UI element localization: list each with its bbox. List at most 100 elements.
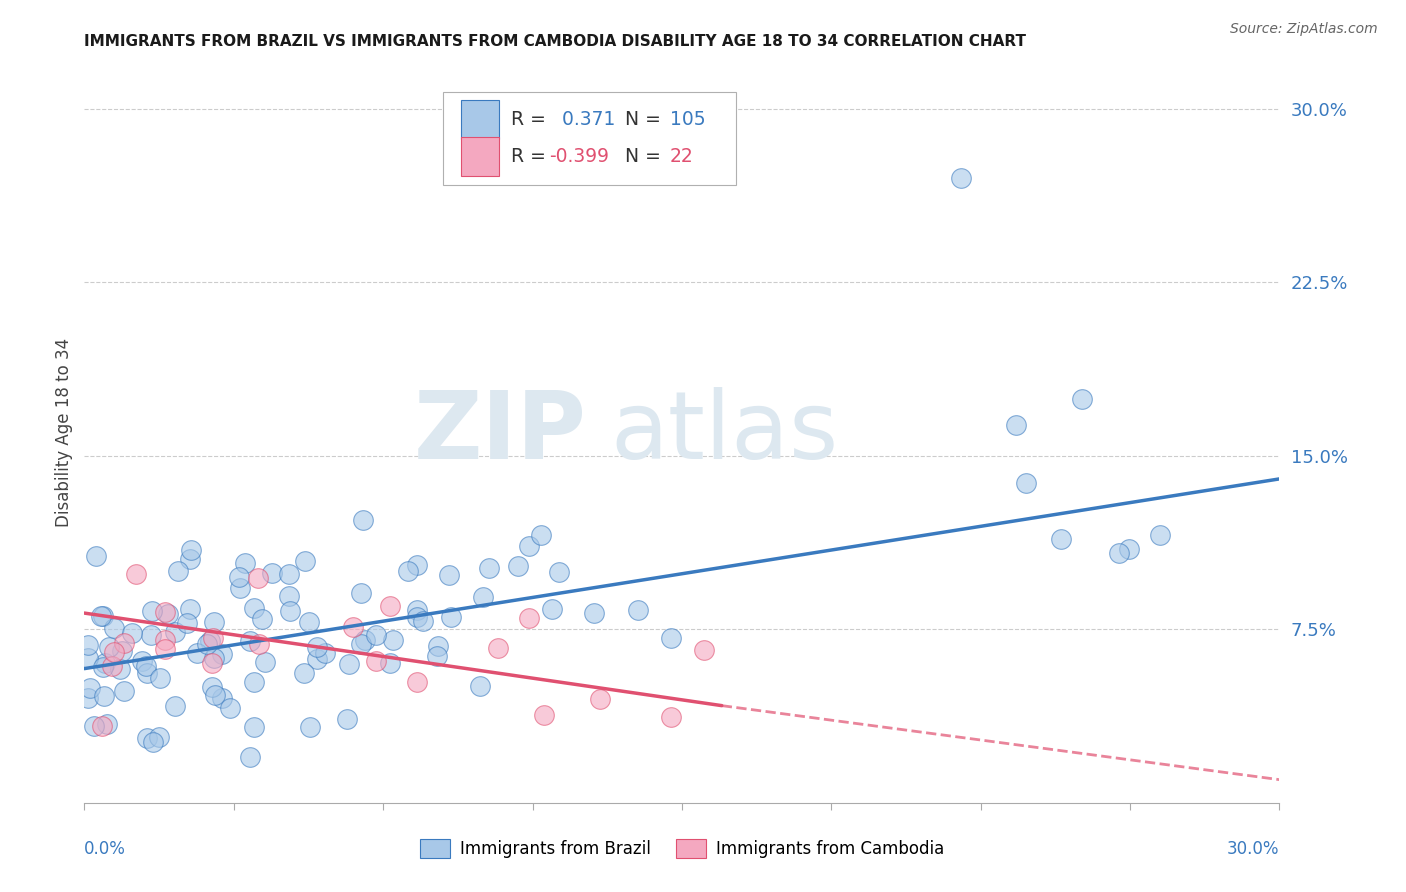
Point xyxy=(1108,546,1130,560)
Y-axis label: Disability Age 18 to 34: Disability Age 18 to 34 xyxy=(55,338,73,527)
Point xyxy=(540,602,562,616)
Point xyxy=(239,750,262,764)
Point xyxy=(477,561,499,575)
Point xyxy=(486,640,509,655)
Point xyxy=(412,614,434,628)
Text: N =: N = xyxy=(624,147,666,166)
Point xyxy=(588,691,610,706)
Point xyxy=(219,701,242,715)
FancyBboxPatch shape xyxy=(461,100,499,138)
Point xyxy=(380,599,402,613)
Point xyxy=(148,730,170,744)
Point xyxy=(135,659,157,673)
Point xyxy=(229,582,252,596)
Point xyxy=(659,710,682,724)
Point xyxy=(533,708,555,723)
Text: 0.0%: 0.0% xyxy=(84,840,127,858)
Point xyxy=(426,648,449,663)
Point xyxy=(366,654,388,668)
Point xyxy=(247,571,270,585)
Point xyxy=(949,171,972,186)
Point xyxy=(153,633,176,648)
Point xyxy=(77,638,100,652)
Point xyxy=(131,654,153,668)
Point xyxy=(1149,527,1171,541)
Point xyxy=(211,647,233,661)
Point xyxy=(299,720,322,734)
Point xyxy=(396,565,419,579)
Point xyxy=(366,628,388,642)
Point xyxy=(108,662,131,676)
Point xyxy=(406,603,429,617)
Point xyxy=(294,554,316,568)
Point xyxy=(519,611,541,625)
Point xyxy=(583,606,606,620)
Point xyxy=(406,675,429,690)
Point xyxy=(381,633,404,648)
Text: R =: R = xyxy=(510,147,553,166)
Point xyxy=(336,712,359,726)
Point xyxy=(1004,417,1026,432)
Point xyxy=(352,513,374,527)
Point xyxy=(153,605,176,619)
Point xyxy=(202,651,225,665)
Point xyxy=(91,608,114,623)
Point xyxy=(350,586,373,600)
Point xyxy=(90,608,112,623)
Point xyxy=(204,689,226,703)
Point xyxy=(179,552,201,566)
Point xyxy=(278,589,301,603)
Point xyxy=(163,699,186,714)
Point xyxy=(440,610,463,624)
Point xyxy=(693,643,716,657)
Text: 105: 105 xyxy=(671,110,706,129)
Point xyxy=(77,651,100,665)
Point xyxy=(111,644,134,658)
Point xyxy=(103,645,125,659)
Point xyxy=(253,655,276,669)
Point xyxy=(250,612,273,626)
Text: Source: ZipAtlas.com: Source: ZipAtlas.com xyxy=(1230,22,1378,37)
Point xyxy=(96,717,118,731)
FancyBboxPatch shape xyxy=(443,92,735,185)
Point xyxy=(247,637,270,651)
Point xyxy=(228,570,250,584)
Point xyxy=(298,615,321,630)
Point xyxy=(627,603,650,617)
Point xyxy=(149,671,172,685)
Point xyxy=(197,637,219,651)
Point xyxy=(1071,392,1094,406)
Point xyxy=(136,665,159,680)
Point xyxy=(84,549,107,564)
Text: 30.0%: 30.0% xyxy=(1227,840,1279,858)
Text: R =: R = xyxy=(510,110,553,129)
Point xyxy=(103,621,125,635)
Text: N =: N = xyxy=(624,110,666,129)
Point xyxy=(180,543,202,558)
Point xyxy=(1118,542,1140,557)
Text: ZIP: ZIP xyxy=(413,386,586,479)
Point xyxy=(141,604,163,618)
Legend: Immigrants from Brazil, Immigrants from Cambodia: Immigrants from Brazil, Immigrants from … xyxy=(413,832,950,865)
Point xyxy=(468,679,491,693)
Point xyxy=(307,652,329,666)
Point xyxy=(548,565,571,579)
Point xyxy=(243,720,266,734)
FancyBboxPatch shape xyxy=(461,137,499,176)
Point xyxy=(471,590,494,604)
Point xyxy=(136,731,159,746)
Point xyxy=(277,567,299,582)
Point xyxy=(163,625,186,640)
Point xyxy=(79,681,101,696)
Point xyxy=(200,634,222,648)
Point xyxy=(91,659,114,673)
Point xyxy=(405,558,427,572)
Point xyxy=(202,615,225,630)
Text: 0.371: 0.371 xyxy=(557,110,616,129)
Point xyxy=(1015,475,1038,490)
Point xyxy=(243,601,266,615)
Point xyxy=(125,566,148,581)
Point xyxy=(141,628,163,642)
Point xyxy=(98,640,121,654)
Text: atlas: atlas xyxy=(610,386,838,479)
